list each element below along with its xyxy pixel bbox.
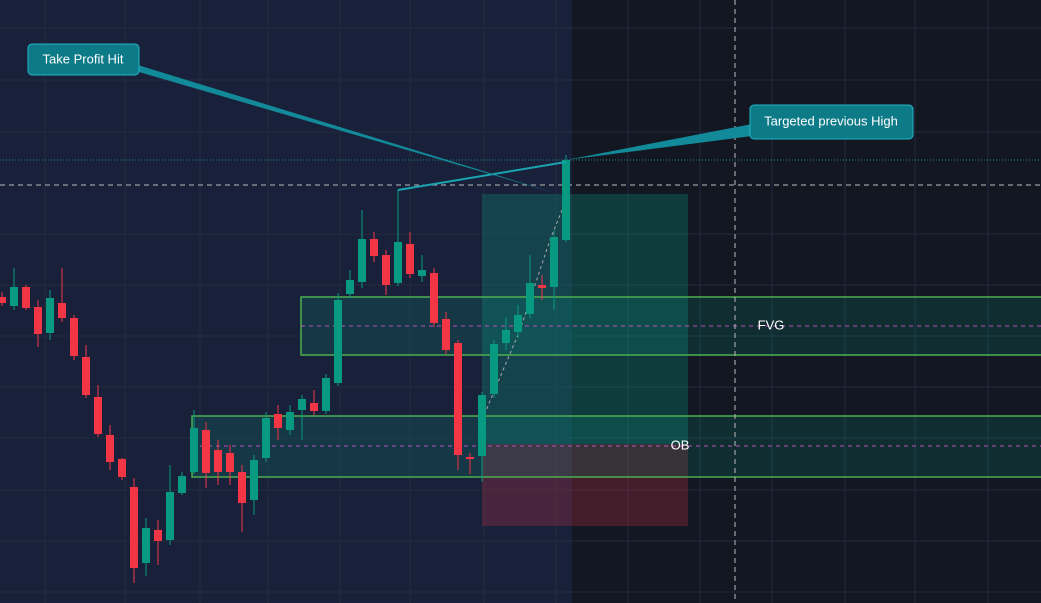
candle-body <box>310 403 318 411</box>
candle-body <box>358 239 366 282</box>
candle-body <box>22 287 30 308</box>
candle-body <box>334 300 342 383</box>
candle-body <box>454 343 462 455</box>
candle-body <box>322 378 330 411</box>
candle-body <box>58 303 66 318</box>
trade-path <box>481 199 567 421</box>
annotation: Targeted previous High <box>764 113 898 128</box>
candle-body <box>562 160 570 240</box>
candle-body <box>46 298 54 333</box>
candle-body <box>226 453 234 472</box>
candle-body <box>70 318 78 356</box>
candle-body <box>118 459 126 477</box>
candle-body <box>0 297 6 303</box>
candle-body <box>298 399 306 410</box>
candle-body <box>202 430 210 473</box>
candle-body <box>130 487 138 568</box>
candle-body <box>382 255 390 285</box>
candle-body <box>262 418 270 458</box>
callout-box <box>749 104 914 140</box>
zone-label: OB <box>671 437 690 452</box>
callout-pointer <box>128 62 555 193</box>
candle-body <box>478 395 486 456</box>
candle-body <box>442 319 450 350</box>
callout-box <box>27 43 140 76</box>
candle-body <box>406 244 414 274</box>
candle-body <box>274 414 282 428</box>
candle-body <box>538 285 546 288</box>
candles <box>0 155 570 583</box>
candle-body <box>238 472 246 503</box>
zone-label: FVG <box>758 317 785 332</box>
candle-body <box>394 242 402 283</box>
candle-body <box>10 287 18 306</box>
candle-body <box>286 412 294 430</box>
candle-body <box>514 315 522 332</box>
candle-body <box>190 428 198 472</box>
session-highlight <box>0 0 572 603</box>
candle-body <box>466 457 474 459</box>
candle-body <box>34 307 42 334</box>
callout-pointer <box>566 124 752 160</box>
candle-body <box>418 270 426 276</box>
candle-body <box>490 344 498 394</box>
candle-body <box>430 273 438 323</box>
candle-body <box>370 239 378 256</box>
candle-body <box>142 528 150 563</box>
candle-body <box>250 460 258 500</box>
candle-body <box>550 237 558 287</box>
candle-body <box>166 492 174 540</box>
previous-high-line <box>397 161 567 191</box>
loss-zone <box>482 444 688 526</box>
candle-body <box>214 450 222 472</box>
candle-body <box>526 283 534 314</box>
candle-body <box>178 476 186 493</box>
candle-body <box>154 530 162 541</box>
annotation: Take Profit Hit <box>43 51 124 66</box>
candle-body <box>82 357 90 395</box>
candle-body <box>346 280 354 294</box>
candle-body <box>106 435 114 462</box>
candle-body <box>94 397 102 434</box>
candle-body <box>502 330 510 343</box>
